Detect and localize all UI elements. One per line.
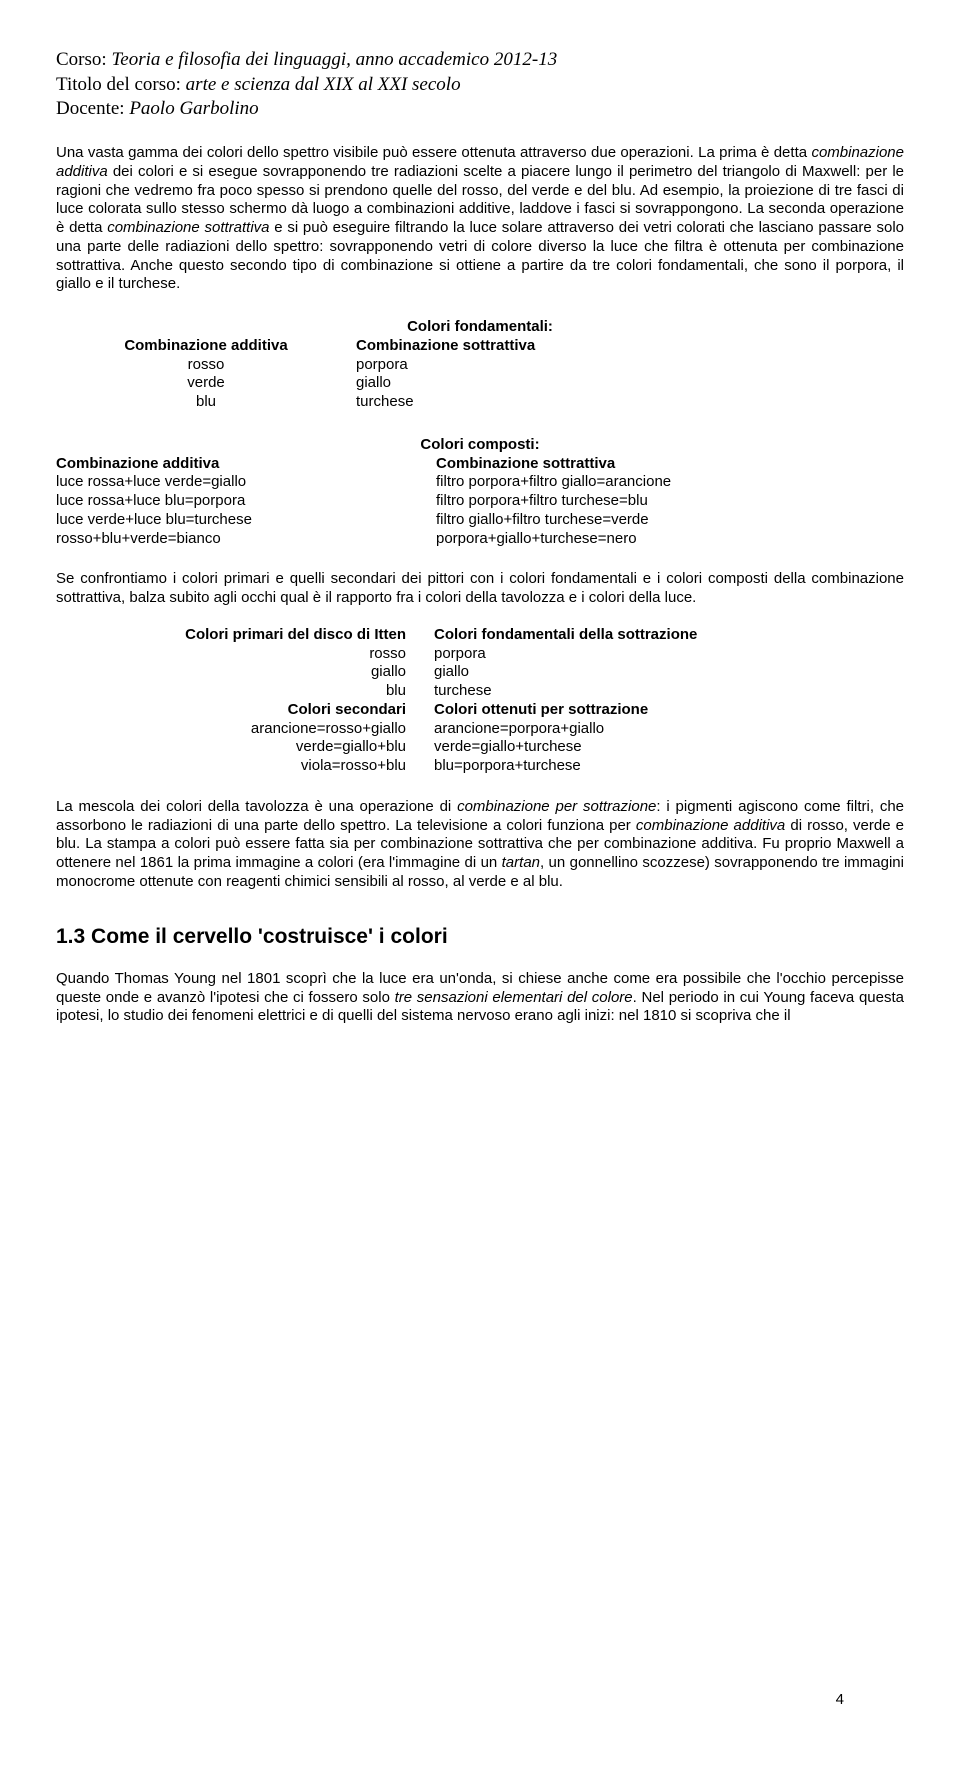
header-line-1: Corso: Teoria e filosofia dei linguaggi,…: [56, 48, 904, 73]
col-header-right: Combinazione sottrattiva: [436, 455, 876, 474]
paragraph-1: Una vasta gamma dei colori dello spettro…: [56, 144, 904, 294]
header-value: arte e scienza dal XIX al XXI secolo: [186, 74, 461, 95]
page-number: 4: [836, 1691, 844, 1710]
cell: porpora: [434, 645, 874, 664]
italic-term: combinazione additiva: [636, 817, 785, 834]
course-header: Corso: Teoria e filosofia dei linguaggi,…: [56, 48, 904, 122]
cell: luce rossa+luce blu=porpora: [56, 492, 436, 511]
col-subheader-left: Colori secondari: [56, 701, 406, 720]
cell: turchese: [434, 682, 874, 701]
cell: porpora: [356, 356, 656, 375]
col-header-left: Combinazione additiva: [56, 337, 356, 356]
table-row: rosso porpora: [56, 356, 904, 375]
cell: blu: [56, 682, 406, 701]
itten-table: Colori primari del disco di Itten rosso …: [56, 626, 904, 776]
cell: rosso: [56, 356, 356, 375]
col-subheader-right: Colori ottenuti per sottrazione: [434, 701, 874, 720]
cell: giallo: [356, 374, 656, 393]
table-title: Colori composti:: [56, 436, 904, 455]
cell: filtro giallo+filtro turchese=verde: [436, 511, 876, 530]
cell: giallo: [434, 663, 874, 682]
cell: verde=giallo+blu: [56, 738, 406, 757]
cell: rosso+blu+verde=bianco: [56, 530, 436, 549]
section-heading: 1.3 Come il cervello 'costruisce' i colo…: [56, 924, 904, 950]
cell: giallo: [56, 663, 406, 682]
cell: verde=giallo+turchese: [434, 738, 874, 757]
text: Una vasta gamma dei colori dello spettro…: [56, 144, 811, 161]
cell: viola=rosso+blu: [56, 757, 406, 776]
italic-term: tre sensazioni elementari del colore: [395, 989, 633, 1006]
cell: rosso: [56, 645, 406, 664]
cell: arancione=porpora+giallo: [434, 720, 874, 739]
cell: porpora+giallo+turchese=nero: [436, 530, 876, 549]
table-title: Colori fondamentali:: [56, 318, 904, 337]
header-value: Paolo Garbolino: [129, 98, 258, 119]
cell: arancione=rosso+giallo: [56, 720, 406, 739]
header-value: Teoria e filosofia dei linguaggi, anno a…: [111, 49, 557, 70]
paragraph-3: La mescola dei colori della tavolozza è …: [56, 798, 904, 892]
cell: turchese: [356, 393, 656, 412]
col-header-right: Combinazione sottrattiva: [356, 337, 656, 356]
col-header-left: Combinazione additiva: [56, 455, 436, 474]
italic-term: combinazione sottrattiva: [107, 219, 269, 236]
fundamental-colors-table: Colori fondamentali: Combinazione additi…: [56, 318, 904, 412]
cell: blu=porpora+turchese: [434, 757, 874, 776]
header-line-3: Docente: Paolo Garbolino: [56, 97, 904, 122]
table-row: blu turchese: [56, 393, 904, 412]
paragraph-2: Se confrontiamo i colori primari e quell…: [56, 570, 904, 608]
cell: luce rossa+luce verde=giallo: [56, 473, 436, 492]
cell: luce verde+luce blu=turchese: [56, 511, 436, 530]
header-label: Corso:: [56, 49, 111, 70]
header-line-2: Titolo del corso: arte e scienza dal XIX…: [56, 73, 904, 98]
header-label: Titolo del corso:: [56, 74, 186, 95]
cell: verde: [56, 374, 356, 393]
header-label: Docente:: [56, 98, 129, 119]
italic-term: tartan: [502, 854, 540, 871]
composite-colors-table: Colori composti: Combinazione additiva l…: [56, 436, 904, 549]
col-header-right: Colori fondamentali della sottrazione: [434, 626, 874, 645]
cell: filtro porpora+filtro giallo=arancione: [436, 473, 876, 492]
italic-term: combinazione per sottrazione: [457, 798, 656, 815]
table-row: verde giallo: [56, 374, 904, 393]
paragraph-4: Quando Thomas Young nel 1801 scoprì che …: [56, 970, 904, 1026]
cell: blu: [56, 393, 356, 412]
text: La mescola dei colori della tavolozza è …: [56, 798, 457, 815]
col-header-left: Colori primari del disco di Itten: [56, 626, 406, 645]
cell: filtro porpora+filtro turchese=blu: [436, 492, 876, 511]
